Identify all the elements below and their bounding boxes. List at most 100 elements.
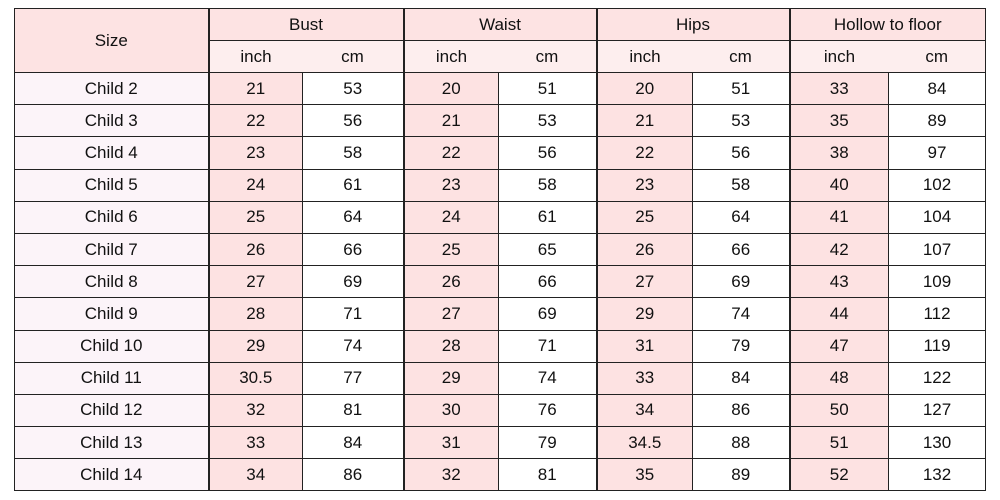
size-cell: Child 9: [14, 297, 209, 331]
cm-cell: 56: [692, 136, 790, 170]
inch-cell: 32: [402, 458, 499, 492]
cm-cell: 51: [692, 71, 790, 106]
table-row: Child 9 28 71 27 69 29 74 44 112: [14, 297, 986, 331]
cm-cell: 81: [302, 393, 404, 428]
cm-cell: 58: [302, 136, 404, 170]
inch-cell: 23: [402, 168, 499, 202]
inch-cell: 28: [402, 329, 499, 363]
size-cell: Child 3: [14, 104, 209, 138]
cm-cell: 89: [888, 104, 986, 138]
unit-header-cm: cm: [302, 40, 404, 73]
inch-cell: 32: [207, 393, 303, 428]
inch-cell: 26: [207, 232, 303, 267]
inch-cell: 34: [207, 458, 303, 492]
inch-cell: 48: [788, 361, 889, 395]
inch-cell: 31: [402, 426, 499, 460]
cm-cell: 66: [498, 265, 597, 299]
size-header: Size: [14, 8, 209, 73]
inch-cell: 25: [595, 200, 693, 234]
size-cell: Child 11: [14, 361, 209, 395]
size-cell: Child 13: [14, 426, 209, 460]
cm-cell: 76: [498, 393, 597, 428]
inch-cell: 24: [402, 200, 499, 234]
cm-cell: 51: [498, 71, 597, 106]
inch-cell: 33: [207, 426, 303, 460]
inch-cell: 31: [595, 329, 693, 363]
cm-cell: 61: [302, 168, 404, 202]
inch-cell: 44: [788, 297, 889, 331]
size-cell: Child 5: [14, 168, 209, 202]
cm-cell: 104: [888, 200, 986, 234]
inch-cell: 34: [595, 393, 693, 428]
cm-cell: 107: [888, 232, 986, 267]
table-row: Child 6 25 64 24 61 25 64 41 104: [14, 200, 986, 234]
inch-cell: 26: [402, 265, 499, 299]
table-row: Child 13 33 84 31 79 34.5 88 51 130: [14, 426, 986, 460]
size-cell: Child 10: [14, 329, 209, 363]
cm-cell: 79: [692, 329, 790, 363]
group-header: Bust: [207, 8, 404, 41]
cm-cell: 58: [498, 168, 597, 202]
inch-cell: 23: [595, 168, 693, 202]
cm-cell: 127: [888, 393, 986, 428]
cm-cell: 74: [498, 361, 597, 395]
inch-cell: 22: [595, 136, 693, 170]
inch-cell: 41: [788, 200, 889, 234]
unit-header-inch: inch: [402, 40, 499, 73]
cm-cell: 132: [888, 458, 986, 492]
cm-cell: 65: [498, 232, 597, 267]
cm-cell: 84: [302, 426, 404, 460]
inch-cell: 29: [595, 297, 693, 331]
cm-cell: 69: [302, 265, 404, 299]
inch-cell: 33: [595, 361, 693, 395]
header-row: Size Bust Waist Hips Hollow to floor: [14, 8, 986, 73]
inch-cell: 24: [207, 168, 303, 202]
unit-header-cm: cm: [498, 40, 597, 73]
cm-cell: 71: [302, 297, 404, 331]
cm-cell: 102: [888, 168, 986, 202]
cm-cell: 74: [692, 297, 790, 331]
cm-cell: 64: [302, 200, 404, 234]
inch-cell: 51: [788, 426, 889, 460]
inch-cell: 22: [402, 136, 499, 170]
cm-cell: 122: [888, 361, 986, 395]
size-cell: Child 8: [14, 265, 209, 299]
inch-cell: 25: [207, 200, 303, 234]
cm-cell: 86: [692, 393, 790, 428]
cm-cell: 79: [498, 426, 597, 460]
inch-cell: 42: [788, 232, 889, 267]
cm-cell: 77: [302, 361, 404, 395]
cm-cell: 53: [692, 104, 790, 138]
inch-cell: 34.5: [595, 426, 693, 460]
table-row: Child 10 29 74 28 71 31 79 47 119: [14, 329, 986, 363]
table-row: Child 2 21 53 20 51 20 51 33 84: [14, 71, 986, 106]
table-row: Child 12 32 81 30 76 34 86 50 127: [14, 393, 986, 428]
table-row: Child 4 23 58 22 56 22 56 38 97: [14, 136, 986, 170]
cm-cell: 69: [692, 265, 790, 299]
table-row: Child 11 30.5 77 29 74 33 84 48 122: [14, 361, 986, 395]
cm-cell: 53: [498, 104, 597, 138]
inch-cell: 38: [788, 136, 889, 170]
inch-cell: 21: [207, 71, 303, 106]
unit-header-cm: cm: [692, 40, 790, 73]
inch-cell: 27: [207, 265, 303, 299]
inch-cell: 43: [788, 265, 889, 299]
cm-cell: 66: [692, 232, 790, 267]
inch-cell: 35: [788, 104, 889, 138]
cm-cell: 119: [888, 329, 986, 363]
inch-cell: 28: [207, 297, 303, 331]
cm-cell: 130: [888, 426, 986, 460]
unit-header-inch: inch: [207, 40, 303, 73]
table-row: Child 7 26 66 25 65 26 66 42 107: [14, 232, 986, 267]
inch-cell: 29: [207, 329, 303, 363]
cm-cell: 56: [302, 104, 404, 138]
cm-cell: 56: [498, 136, 597, 170]
inch-cell: 29: [402, 361, 499, 395]
cm-cell: 58: [692, 168, 790, 202]
size-cell: Child 6: [14, 200, 209, 234]
cm-cell: 86: [302, 458, 404, 492]
size-cell: Child 12: [14, 393, 209, 428]
cm-cell: 81: [498, 458, 597, 492]
inch-cell: 26: [595, 232, 693, 267]
group-header: Waist: [402, 8, 597, 41]
